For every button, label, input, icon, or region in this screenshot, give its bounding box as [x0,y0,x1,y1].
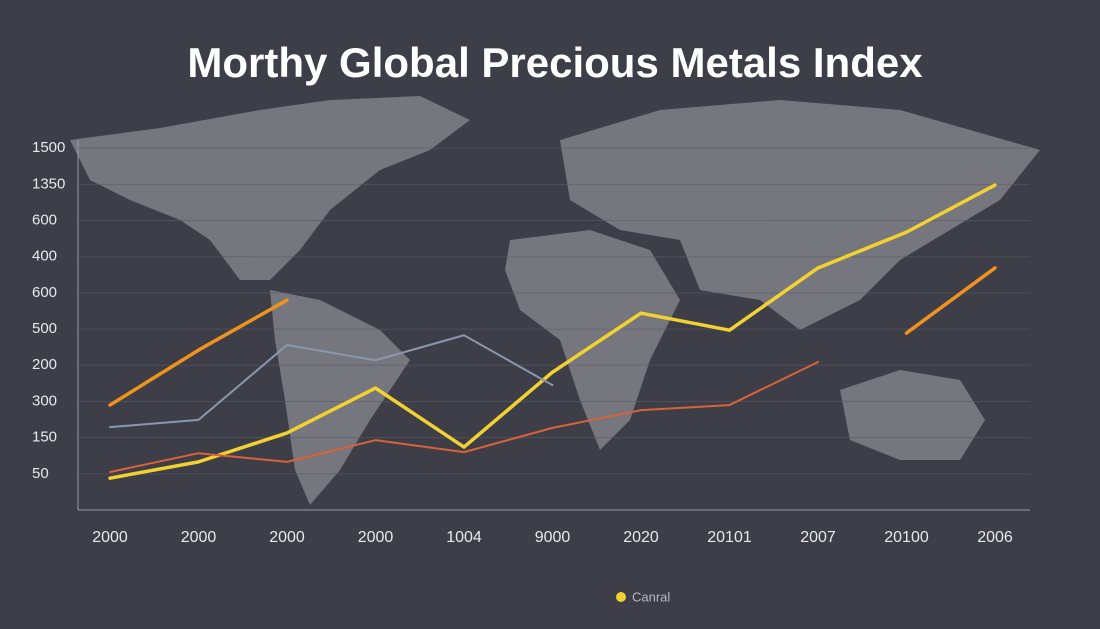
y-tick-label: 200 [32,356,57,373]
x-tick-label: 1004 [446,529,482,546]
x-tick-label: 2007 [800,529,836,546]
x-tick-label: 2000 [92,529,128,546]
series-line [108,183,997,480]
chart-title: Morthy Global Precious Metals Index [187,39,923,86]
series-line [108,266,997,407]
legend-label: Canral [632,589,670,604]
x-tick-label: 9000 [535,529,571,546]
y-tick-label: 600 [32,212,57,229]
x-tick-label: 2000 [358,529,394,546]
y-tick-label: 50 [32,465,49,482]
y-tick-label: 1350 [32,175,65,192]
y-tick-label: 1500 [32,139,65,156]
x-tick-label: 2006 [977,529,1013,546]
world-map [70,96,1040,505]
y-tick-label: 600 [32,284,57,301]
y-tick-label: 300 [32,392,57,409]
x-tick-label: 20100 [884,529,929,546]
series-line [109,361,819,474]
series-line [109,334,554,429]
y-tick-label: 500 [32,320,57,337]
y-tick-label: 150 [32,429,57,446]
x-tick-label: 2020 [623,529,659,546]
x-tick-label: 2000 [269,529,305,546]
legend-swatch [616,592,626,602]
x-tick-label: 2000 [181,529,217,546]
y-tick-label: 400 [32,248,57,265]
x-tick-label: 20101 [707,529,752,546]
